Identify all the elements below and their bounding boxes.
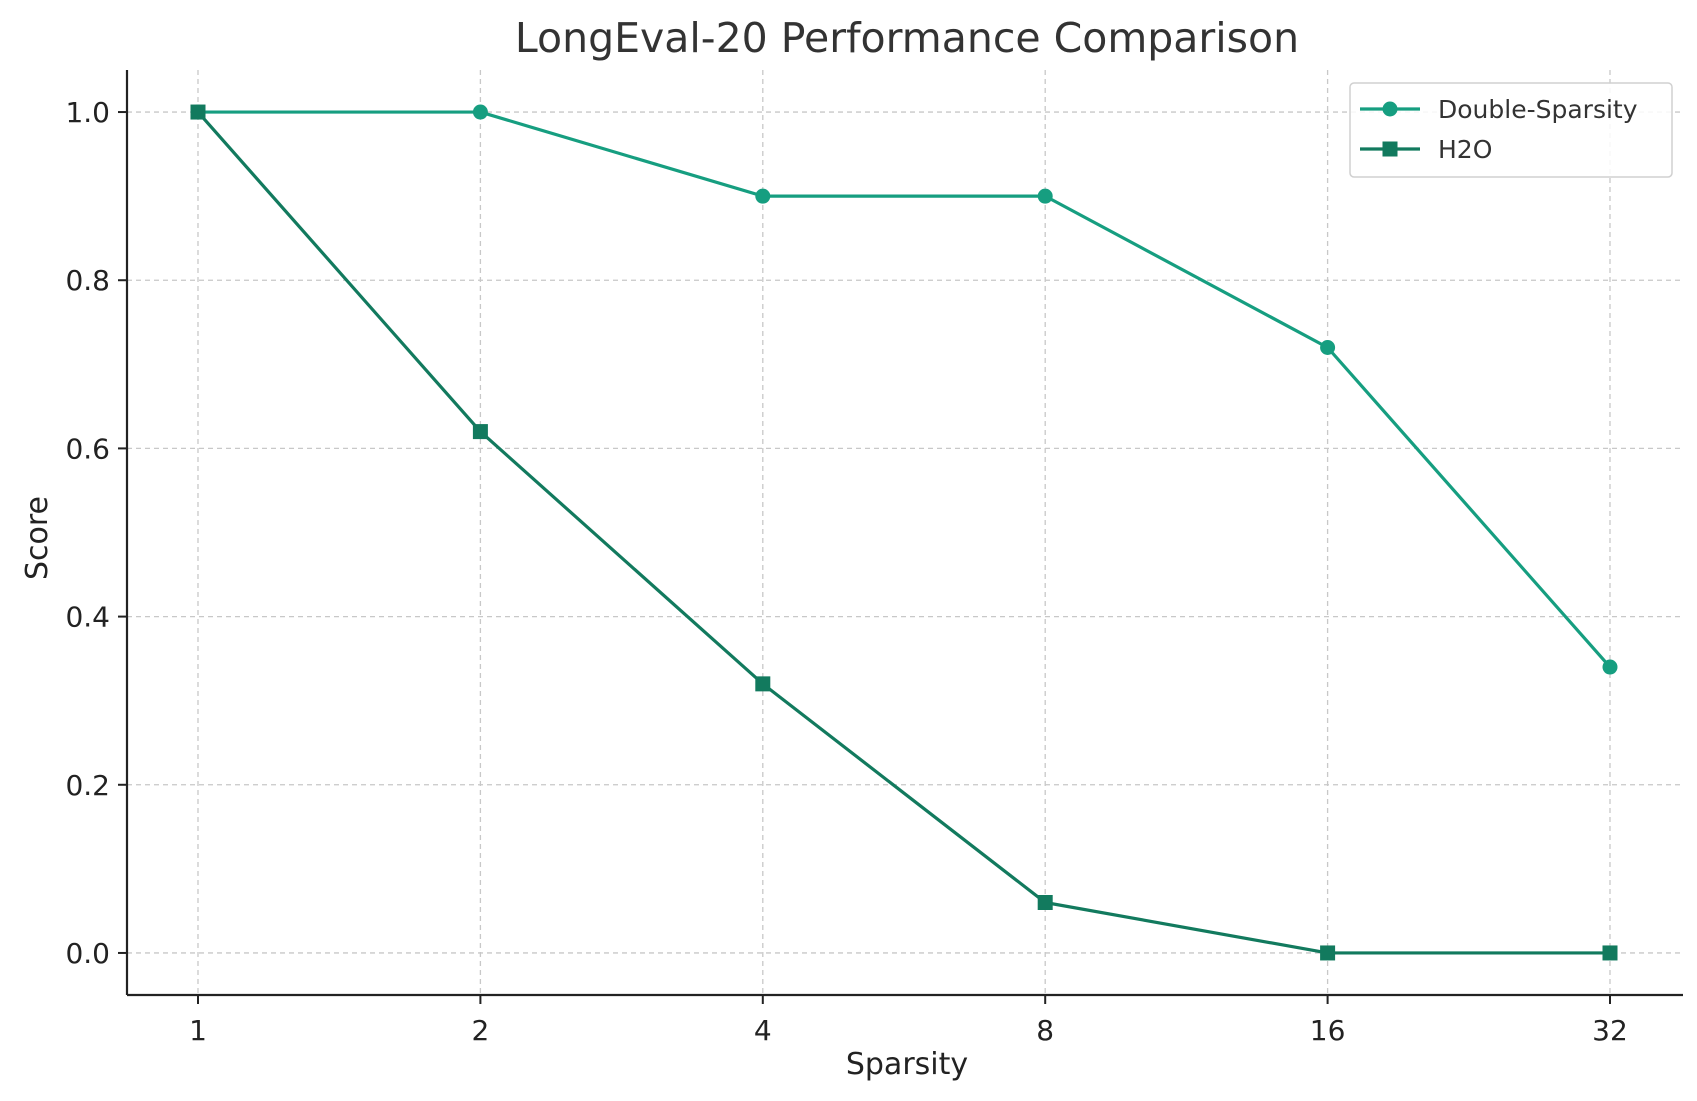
y-tick-label: 0.8	[65, 264, 110, 297]
data-point-double-sparsity	[1037, 188, 1053, 204]
x-tick-label: 2	[471, 1014, 489, 1047]
grid	[127, 70, 1683, 995]
y-tick-label: 1.0	[65, 96, 110, 129]
chart-title: LongEval-20 Performance Comparison	[515, 14, 1299, 62]
data-point-double-sparsity	[755, 188, 771, 204]
legend-marker-double-sparsity	[1382, 101, 1398, 117]
data-point-h2o	[755, 676, 771, 692]
x-tick-label: 32	[1592, 1014, 1628, 1047]
data-point-h2o	[1037, 895, 1053, 910]
data-point-double-sparsity	[1602, 659, 1618, 675]
data-point-h2o	[472, 424, 488, 440]
data-point-double-sparsity	[472, 104, 488, 120]
x-tick-label: 1	[189, 1014, 207, 1047]
series-layer	[190, 104, 1618, 961]
y-tick-label: 0.0	[65, 937, 110, 970]
data-point-h2o	[190, 104, 206, 120]
series-line-double-sparsity	[198, 110, 1612, 669]
legend-label-h2o: H2O	[1438, 135, 1492, 164]
y-axis-label: Score	[20, 496, 55, 580]
y-tick-label: 0.6	[65, 432, 110, 465]
legend-frame	[1349, 82, 1673, 178]
x-tick-label: 4	[754, 1014, 772, 1047]
legend-label-double-sparsity: Double-Sparsity	[1438, 95, 1638, 124]
y-tick-label: 0.2	[65, 769, 110, 802]
series-line-h2o	[196, 110, 1610, 955]
legend-marker-h2o	[1382, 141, 1398, 157]
data-point-h2o	[1320, 945, 1336, 961]
x-tick-label: 16	[1310, 1014, 1346, 1047]
data-point-h2o	[1602, 945, 1618, 961]
x-axis-label: Sparsity	[846, 1047, 968, 1082]
y-tick-label: 0.4	[65, 601, 110, 634]
legend: Double-Sparsity H2O	[1349, 82, 1673, 178]
axes: 1 2 4 8 16 32 0.0 0.2 0.4 0.6 0.8 1.0	[65, 70, 1683, 1047]
data-point-double-sparsity	[1320, 340, 1336, 355]
x-tick-label: 8	[1036, 1014, 1054, 1047]
